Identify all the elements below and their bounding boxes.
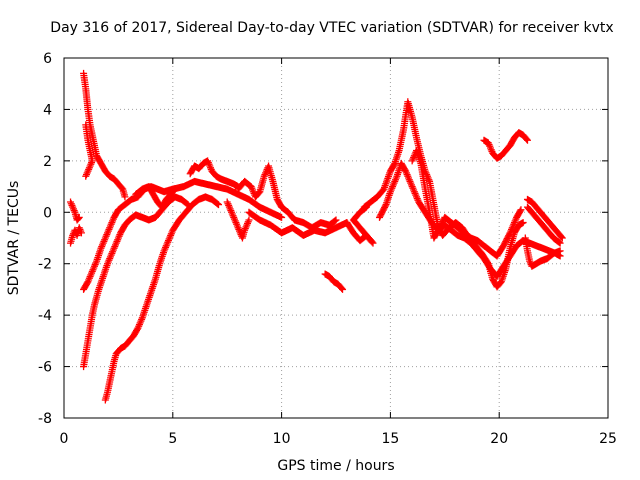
data-point [170, 186, 178, 194]
data-point [390, 161, 398, 169]
data-point [245, 216, 253, 224]
y-tick-label: -4 [38, 308, 52, 324]
data-point [555, 238, 563, 246]
ticks [63, 57, 609, 419]
data-point [401, 166, 409, 174]
y-tick-label: -8 [38, 411, 52, 427]
x-axis-label: GPS time / hours [277, 458, 394, 474]
data-point [523, 136, 531, 144]
data-point [557, 233, 565, 241]
x-tick-label: 25 [599, 431, 617, 447]
chart-title: Day 316 of 2017, Sidereal Day-to-day VTE… [50, 20, 613, 36]
x-tick-label: 10 [273, 431, 291, 447]
data-point [519, 219, 527, 227]
data-point [75, 214, 83, 222]
data-point [338, 284, 346, 292]
data-point [332, 216, 340, 224]
data-point [505, 230, 513, 238]
data-point [214, 200, 222, 208]
x-tick-label: 5 [168, 431, 177, 447]
data-point [556, 247, 564, 255]
x-tick-label: 20 [490, 431, 508, 447]
data-points [67, 69, 566, 404]
y-tick-label: 0 [43, 205, 52, 221]
data-point [523, 135, 531, 143]
data-point [171, 185, 179, 193]
x-tick-label: 0 [60, 431, 69, 447]
plot-frame [63, 57, 609, 419]
data-point [558, 234, 566, 242]
data-point [331, 217, 339, 225]
data-point [381, 202, 389, 210]
y-tick-label: -6 [38, 360, 52, 376]
data-point [517, 206, 525, 214]
y-axis-label: SDTVAR / TECUs [6, 181, 22, 296]
data-point [556, 239, 564, 247]
data-point [82, 172, 90, 180]
data-point [77, 229, 85, 237]
y-tick-label: -2 [38, 257, 52, 273]
y-tick-label: 4 [43, 102, 52, 118]
data-point [214, 201, 222, 209]
data-point [133, 325, 141, 333]
data-point [75, 213, 83, 221]
data-point [339, 285, 347, 293]
tick-labels: 0 5 10 15 20 25 -8 -6 -4 -2 0 2 4 6 [38, 51, 617, 447]
x-tick-label: 15 [381, 431, 399, 447]
data-point [278, 213, 286, 221]
data-point [121, 193, 129, 201]
data-point [516, 207, 524, 215]
y-tick-label: 6 [43, 51, 52, 67]
y-tick-label: 2 [43, 154, 52, 170]
data-point [83, 279, 91, 287]
grid [64, 58, 608, 418]
